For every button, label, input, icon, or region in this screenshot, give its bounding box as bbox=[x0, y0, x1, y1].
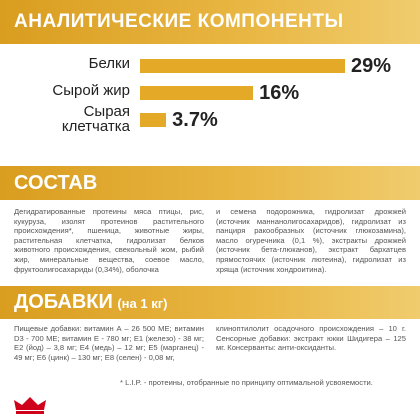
bar bbox=[140, 86, 254, 100]
additives-header: ДОБАВКИ (на 1 кг) bbox=[0, 286, 420, 319]
bar bbox=[140, 113, 167, 127]
bar-label: Сырая клетчатка bbox=[61, 103, 130, 135]
bar-label: Белки bbox=[88, 55, 130, 72]
value-label: 29% bbox=[351, 55, 392, 77]
additives-text: клиноптилолит осадочного происхождения –… bbox=[216, 324, 406, 353]
bar bbox=[140, 59, 346, 73]
additives-subtitle: (на 1 кг) bbox=[117, 296, 168, 311]
value-label: 3.7% bbox=[172, 109, 218, 131]
additives-title: ДОБАВКИ bbox=[14, 291, 113, 313]
additives-text: Пищевые добавки: витамин А – 26 500 МЕ; … bbox=[14, 324, 204, 362]
value-label: 16% bbox=[259, 82, 300, 104]
analysis-title: АНАЛИТИЧЕСКИЕ КОМПОНЕНТЫ bbox=[0, 0, 420, 44]
composition-title: СОСТАВ bbox=[0, 166, 420, 200]
bar-label: Сырой жир bbox=[52, 82, 130, 99]
logo bbox=[14, 397, 46, 414]
composition-text: Дегидратированные протеины мяса птицы, р… bbox=[14, 207, 204, 274]
composition-text: и семена подорожника, гидролизат дрожжей… bbox=[216, 207, 406, 274]
footnote: * L.I.P. - протеины, отобранные по принц… bbox=[120, 378, 373, 387]
